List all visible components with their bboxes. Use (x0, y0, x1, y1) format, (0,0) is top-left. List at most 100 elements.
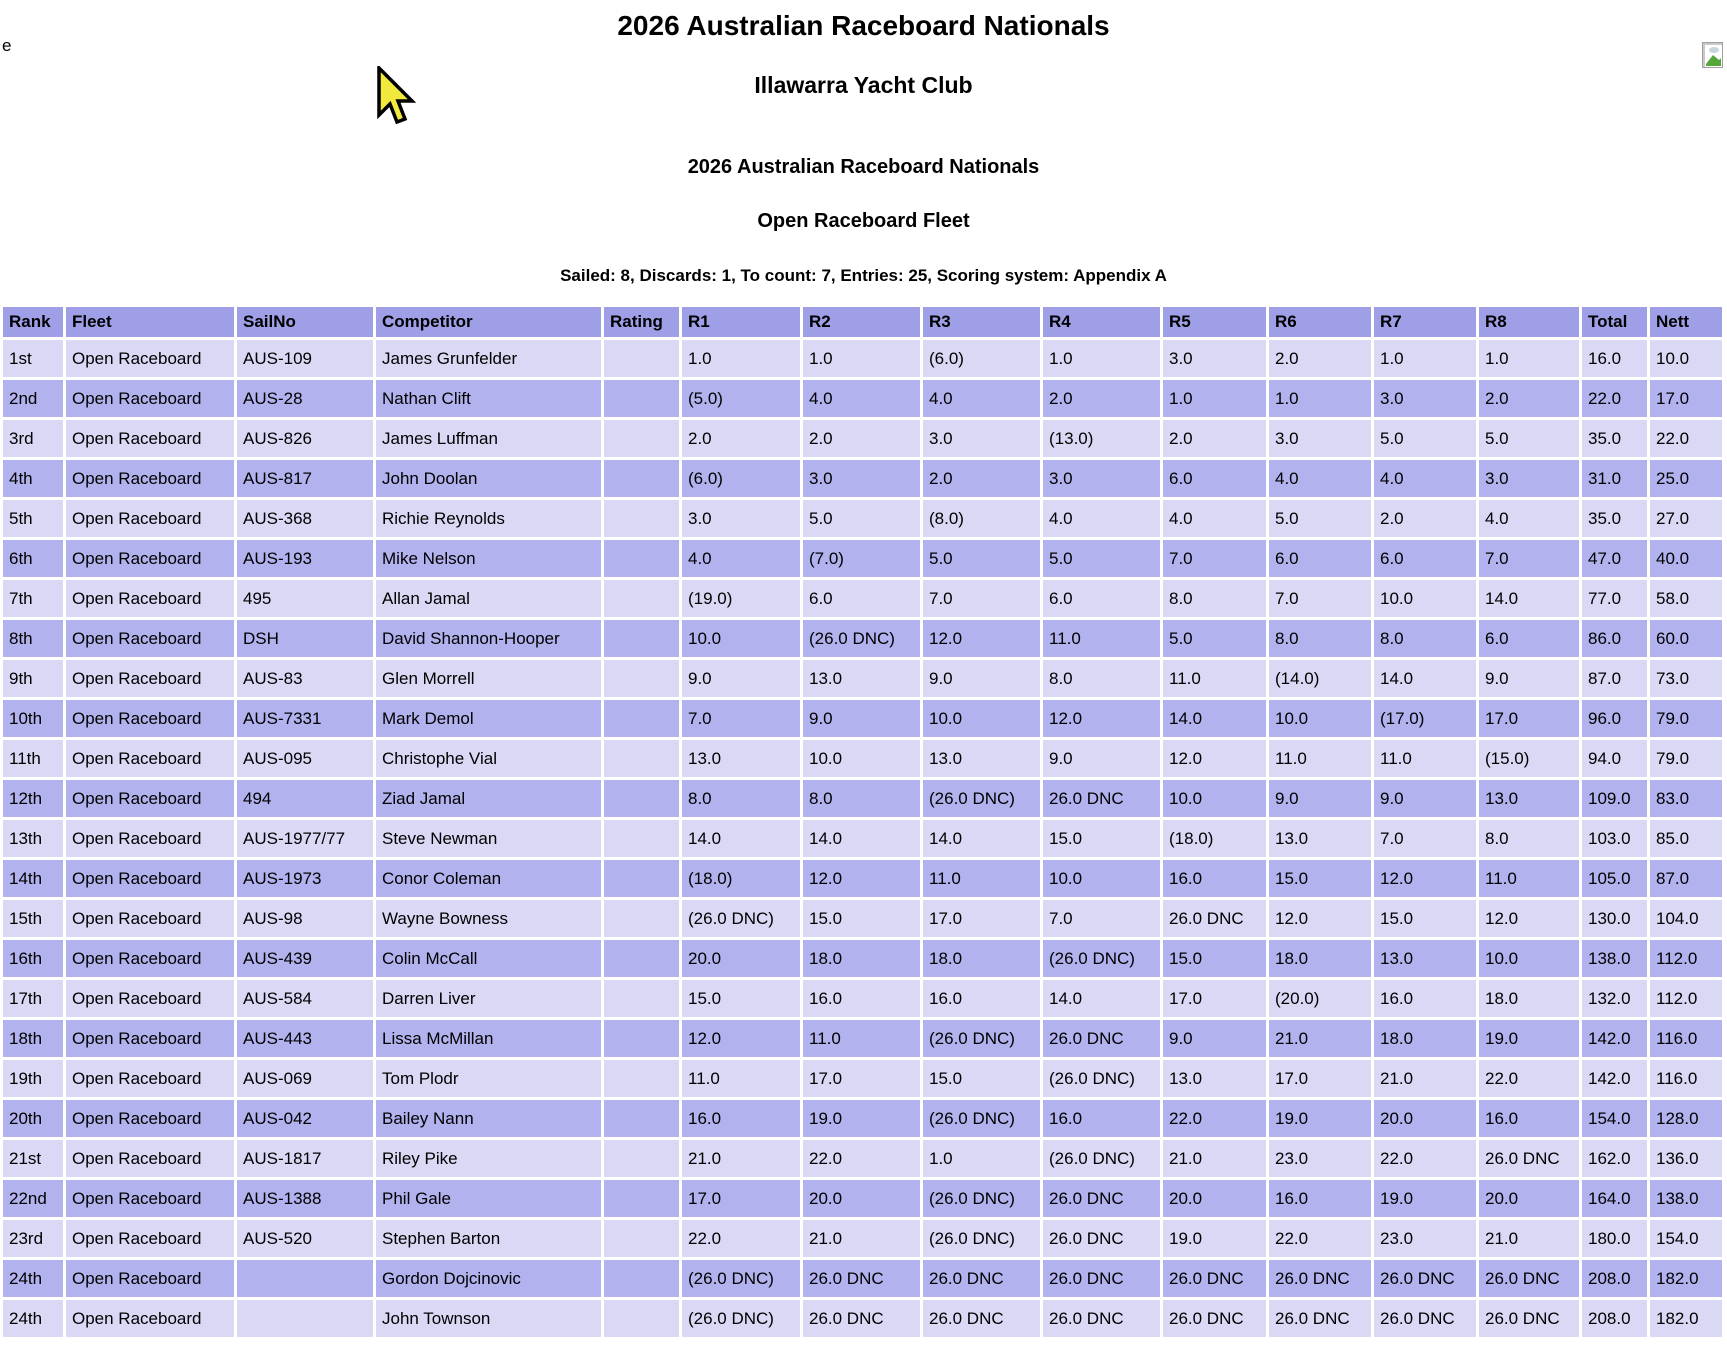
cell-r4: 10.0 (1043, 860, 1160, 897)
cell-rating (604, 540, 679, 577)
cell-rank: 2nd (3, 380, 63, 417)
cell-r6: 9.0 (1269, 780, 1371, 817)
column-header-r7: R7 (1374, 307, 1476, 337)
series-summary: Sailed: 8, Discards: 1, To count: 7, Ent… (560, 266, 1167, 285)
cell-rank: 12th (3, 780, 63, 817)
cell-fleet: Open Raceboard (66, 1020, 234, 1057)
cell-r5: 4.0 (1163, 500, 1266, 537)
cell-nett: 104.0 (1650, 900, 1722, 937)
cell-rank: 3rd (3, 420, 63, 457)
cell-fleet: Open Raceboard (66, 860, 234, 897)
table-row: 14th Open Raceboard AUS-1973 Conor Coleman (… (3, 860, 1722, 897)
cell-rank: 15th (3, 900, 63, 937)
cell-r4: 26.0 DNC (1043, 1180, 1160, 1217)
cell-r7: 6.0 (1374, 540, 1476, 577)
column-header-r3: R3 (923, 307, 1040, 337)
cell-r7: 7.0 (1374, 820, 1476, 857)
cell-rating (604, 1300, 679, 1337)
cell-r6: 3.0 (1269, 420, 1371, 457)
cell-fleet: Open Raceboard (66, 940, 234, 977)
cell-rank: 9th (3, 660, 63, 697)
table-row: 9th Open Raceboard AUS-83 Glen Morrell 9.0 13… (3, 660, 1722, 697)
cell-fleet: Open Raceboard (66, 820, 234, 857)
column-header-nett: Nett (1650, 307, 1722, 337)
cell-nett: 136.0 (1650, 1140, 1722, 1177)
column-header-sailno: SailNo (237, 307, 373, 337)
cell-r6: 18.0 (1269, 940, 1371, 977)
cell-r5: 10.0 (1163, 780, 1266, 817)
cell-r5: 8.0 (1163, 580, 1266, 617)
cell-rating (604, 1100, 679, 1137)
cell-r2: 11.0 (803, 1020, 920, 1057)
table-row: 1st Open Raceboard AUS-109 James Grunfelder… (3, 340, 1722, 377)
cell-r8: 26.0 DNC (1479, 1300, 1579, 1337)
cell-competitor: Conor Coleman (376, 860, 601, 897)
cell-r3: 3.0 (923, 420, 1040, 457)
results-page: { "page": { "stray_char": "e", "title": … (0, 10, 1727, 1351)
cell-competitor: James Grunfelder (376, 340, 601, 377)
cell-fleet: Open Raceboard (66, 1140, 234, 1177)
cell-r2: 16.0 (803, 980, 920, 1017)
cell-r2: 13.0 (803, 660, 920, 697)
cell-r5: 12.0 (1163, 740, 1266, 777)
cell-nett: 112.0 (1650, 940, 1722, 977)
table-row: 24th Open Raceboard John Townson (26.0 DNC)… (3, 1300, 1722, 1337)
cell-competitor: John Doolan (376, 460, 601, 497)
table-row: 19th Open Raceboard AUS-069 Tom Plodr 11.0 17… (3, 1060, 1722, 1097)
cell-total: 47.0 (1582, 540, 1647, 577)
cell-r7: 2.0 (1374, 500, 1476, 537)
cell-rank: 8th (3, 620, 63, 657)
cell-nett: 138.0 (1650, 1180, 1722, 1217)
cell-total: 132.0 (1582, 980, 1647, 1017)
cell-rank: 4th (3, 460, 63, 497)
cell-r6: 15.0 (1269, 860, 1371, 897)
cell-r5: 13.0 (1163, 1060, 1266, 1097)
cell-r3: 2.0 (923, 460, 1040, 497)
cell-r1: (19.0) (682, 580, 800, 617)
cell-rank: 18th (3, 1020, 63, 1057)
cell-r3: 7.0 (923, 580, 1040, 617)
cell-sailno: AUS-520 (237, 1220, 373, 1257)
cell-total: 164.0 (1582, 1180, 1647, 1217)
results-table-body: 1st Open Raceboard AUS-109 James Grunfelder… (3, 340, 1722, 1337)
cell-r4: 16.0 (1043, 1100, 1160, 1137)
cell-rating (604, 700, 679, 737)
cell-nett: 73.0 (1650, 660, 1722, 697)
cell-competitor: Allan Jamal (376, 580, 601, 617)
cell-rating (604, 1180, 679, 1217)
cell-r6: 10.0 (1269, 700, 1371, 737)
cell-rating (604, 1260, 679, 1297)
cell-r1: 14.0 (682, 820, 800, 857)
cell-total: 109.0 (1582, 780, 1647, 817)
cell-sailno: 495 (237, 580, 373, 617)
cell-r4: 11.0 (1043, 620, 1160, 657)
cell-rating (604, 380, 679, 417)
cell-r4: 26.0 DNC (1043, 780, 1160, 817)
cell-competitor: Phil Gale (376, 1180, 601, 1217)
cell-r8: 18.0 (1479, 980, 1579, 1017)
cell-competitor: John Townson (376, 1300, 601, 1337)
cell-rating (604, 860, 679, 897)
cell-fleet: Open Raceboard (66, 1220, 234, 1257)
cell-sailno: AUS-817 (237, 460, 373, 497)
cell-r8: 9.0 (1479, 660, 1579, 697)
column-header-rating: Rating (604, 307, 679, 337)
cell-rank: 5th (3, 500, 63, 537)
cell-r7: 23.0 (1374, 1220, 1476, 1257)
cell-fleet: Open Raceboard (66, 660, 234, 697)
cell-r1: 20.0 (682, 940, 800, 977)
cell-r1: 8.0 (682, 780, 800, 817)
cell-r4: 14.0 (1043, 980, 1160, 1017)
cell-r8: 20.0 (1479, 1180, 1579, 1217)
cell-sailno: AUS-584 (237, 980, 373, 1017)
cell-r3: (26.0 DNC) (923, 1020, 1040, 1057)
cell-r3: 10.0 (923, 700, 1040, 737)
cell-competitor: Steve Newman (376, 820, 601, 857)
cell-r7: 14.0 (1374, 660, 1476, 697)
cell-r1: 12.0 (682, 1020, 800, 1057)
cell-fleet: Open Raceboard (66, 420, 234, 457)
cell-total: 208.0 (1582, 1260, 1647, 1297)
cell-fleet: Open Raceboard (66, 700, 234, 737)
cell-competitor: Nathan Clift (376, 380, 601, 417)
cell-r8: 12.0 (1479, 900, 1579, 937)
